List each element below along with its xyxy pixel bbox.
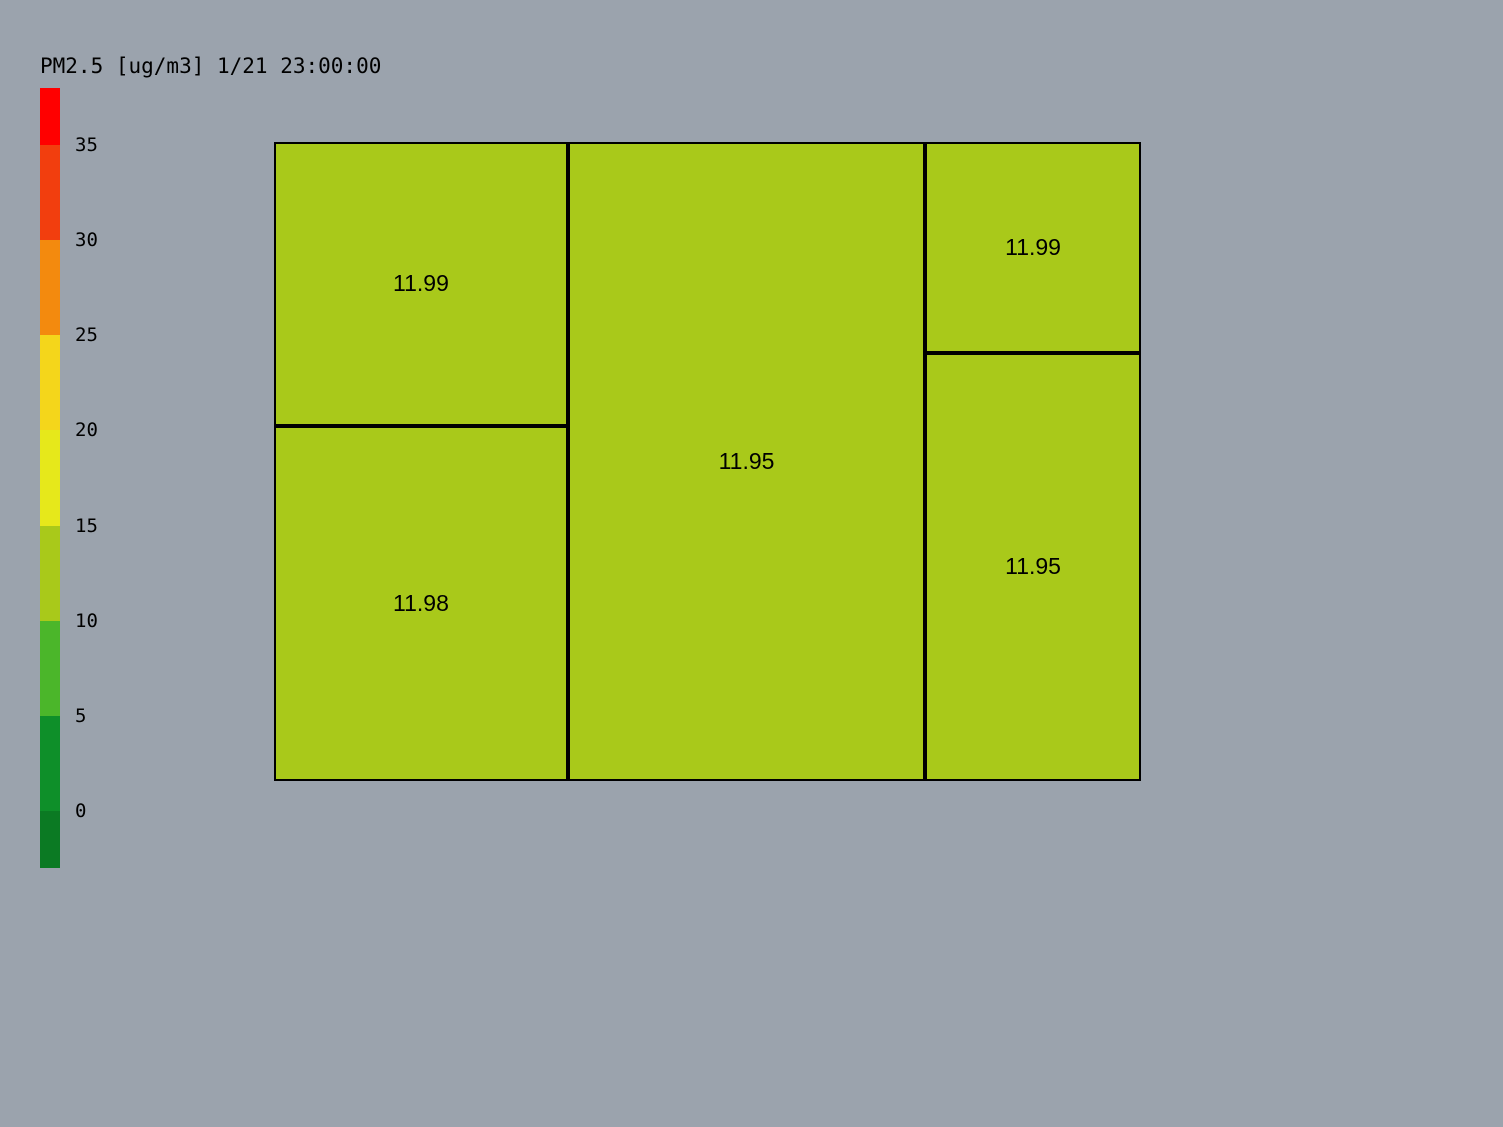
legend-segment [40, 145, 60, 240]
legend-segment [40, 240, 60, 335]
zone-value-label: 11.99 [1005, 234, 1061, 261]
legend-segment [40, 335, 60, 430]
zone-cell: 11.99 [274, 142, 568, 426]
legend-segment [40, 716, 60, 811]
color-legend [40, 88, 60, 868]
legend-segment [40, 526, 60, 621]
zone-value-label: 11.99 [393, 270, 449, 297]
zone-value-label: 11.95 [719, 448, 775, 475]
legend-tick-label: 5 [75, 705, 86, 727]
zone-value-label: 11.98 [393, 590, 449, 617]
legend-tick-label: 15 [75, 515, 98, 537]
zone-value-label: 11.95 [1005, 553, 1061, 580]
legend-segment [40, 621, 60, 716]
legend-tick-label: 30 [75, 229, 98, 251]
chart-title: PM2.5 [ug/m3] 1/21 23:00:00 [40, 54, 381, 78]
legend-tick-label: 10 [75, 610, 98, 632]
floorplan: 11.99 11.98 11.95 11.99 11.95 [274, 142, 1141, 781]
legend-tick-label: 0 [75, 800, 86, 822]
legend-segment [40, 811, 60, 868]
zone-cell: 11.95 [568, 142, 925, 781]
legend-tick-label: 35 [75, 134, 98, 156]
legend-tick-label: 20 [75, 419, 98, 441]
legend-segment [40, 430, 60, 525]
zone-cell: 11.95 [925, 353, 1141, 781]
zone-cell: 11.99 [925, 142, 1141, 353]
legend-tick-label: 25 [75, 324, 98, 346]
legend-segment [40, 88, 60, 145]
zone-cell: 11.98 [274, 426, 568, 781]
